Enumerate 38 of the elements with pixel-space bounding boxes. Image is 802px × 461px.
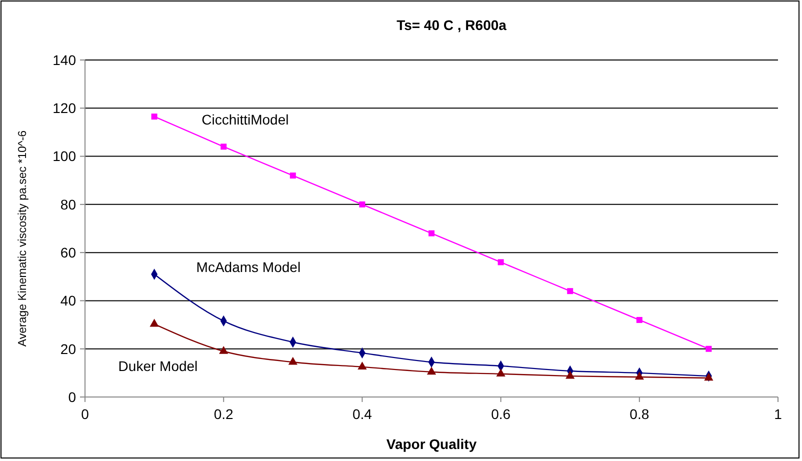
y-tick-label: 140: [52, 52, 76, 68]
point: [706, 346, 712, 352]
series-label: McAdams Model: [196, 259, 301, 276]
y-tick-label: 0: [68, 388, 76, 405]
y-tick-label: 80: [60, 196, 76, 212]
y-tick-label: 60: [60, 244, 76, 260]
point: [426, 366, 436, 375]
point: [220, 144, 227, 150]
y-tick-label: 100: [52, 148, 76, 164]
point: [150, 318, 159, 327]
series-label: CicchittiModel: [202, 112, 289, 128]
x-tick-label: 0: [81, 406, 90, 422]
x-tick-label: 0.4: [352, 406, 372, 422]
x-tick-label: 0.2: [214, 406, 234, 422]
point: [498, 259, 504, 266]
point: [566, 370, 575, 379]
point: [288, 356, 298, 365]
point: [151, 114, 158, 120]
y-tick-label: 40: [60, 292, 76, 309]
point: [428, 230, 434, 236]
point: [219, 346, 228, 354]
series-label: Duker Model: [118, 358, 198, 374]
point: [634, 372, 644, 380]
x-axis-title: Vapor Quality: [386, 436, 477, 452]
x-tick-label: 1: [774, 406, 782, 422]
point: [359, 201, 366, 208]
point: [290, 172, 296, 179]
y-axis-title: Average Kinematic viscosity pa.sec *10^-6: [17, 130, 29, 347]
y-tick-label: 20: [60, 340, 76, 357]
x-tick-label: 0.8: [630, 406, 650, 422]
y-tick-label: 120: [52, 100, 76, 116]
x-tick-label: 0.6: [491, 406, 511, 422]
point: [358, 362, 367, 370]
chart-title: Ts= 40 C , R600a: [396, 17, 507, 33]
point: [636, 316, 642, 323]
point: [496, 368, 506, 377]
point: [567, 288, 574, 294]
point: [704, 372, 714, 381]
